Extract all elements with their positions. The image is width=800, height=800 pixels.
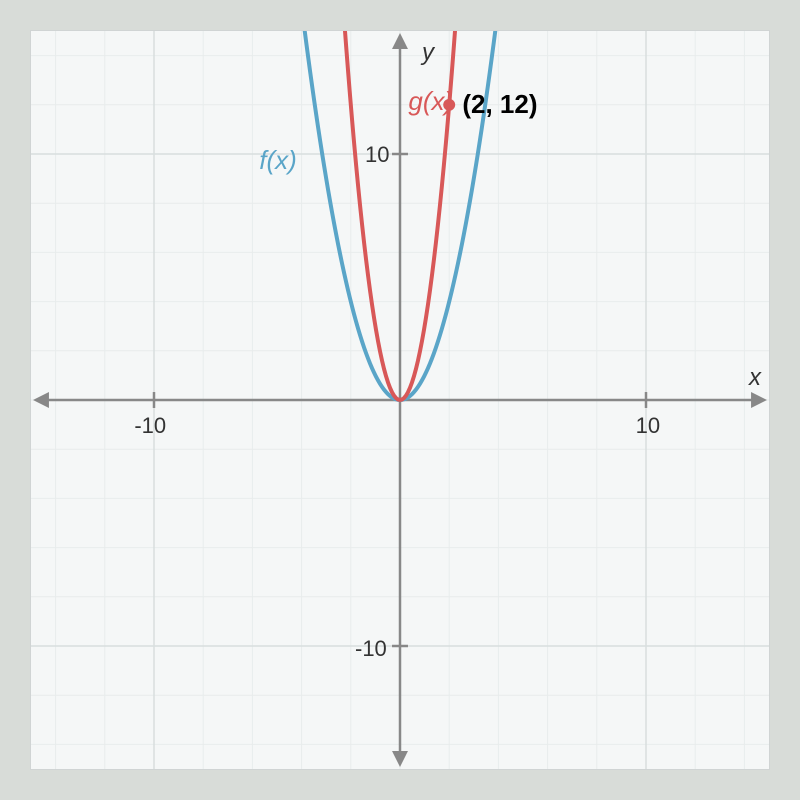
- y-axis-label: y: [422, 39, 434, 67]
- plot-svg: [31, 31, 769, 769]
- point-label: (2, 12): [462, 89, 537, 120]
- y-tick-neg10: -10: [355, 636, 387, 662]
- x-tick-10: 10: [636, 413, 660, 439]
- graph-container: y x -10 10 -10 10 f(x) g(x) (2, 12): [30, 30, 770, 770]
- g-curve-label: g(x): [408, 86, 453, 117]
- f-curve-label: f(x): [259, 145, 297, 176]
- x-axis-label: x: [749, 364, 761, 392]
- x-tick-neg10: -10: [134, 413, 166, 439]
- y-tick-10: 10: [365, 142, 389, 168]
